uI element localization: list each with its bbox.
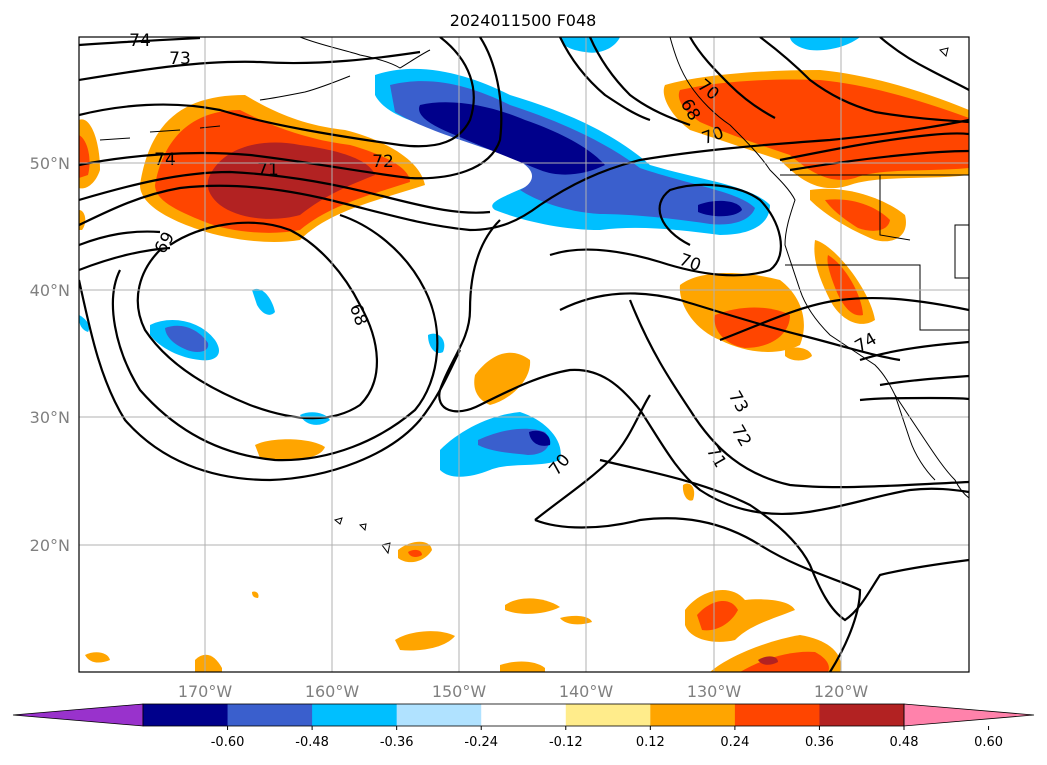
colorbar-cell — [481, 704, 567, 726]
shaded-field — [79, 37, 969, 672]
colorbar-cell — [312, 704, 398, 726]
contour-label: 73 — [169, 49, 191, 69]
lon-label: 170°W — [178, 682, 233, 701]
colorbar-tick-label: -0.12 — [549, 735, 583, 750]
lon-label: 120°W — [814, 682, 869, 701]
colorbar-tick-label: -0.48 — [295, 735, 329, 750]
colorbar-tick-label: 0.36 — [805, 735, 834, 750]
colorbar-cell — [819, 704, 905, 726]
colorbar-extend-high — [903, 703, 1035, 727]
lon-label: 160°W — [305, 682, 360, 701]
lon-label: 140°W — [559, 682, 614, 701]
map-title: 2024011500 F048 — [450, 11, 597, 30]
colorbar-cell — [734, 704, 820, 726]
contour-label: 71 — [257, 160, 279, 180]
colorbar-tick-label: 0.48 — [890, 735, 919, 750]
colorbar-tick-label: -0.24 — [464, 735, 498, 750]
colorbar-cells — [12, 703, 1035, 727]
lat-label: 40°N — [30, 281, 70, 300]
lon-label: 130°W — [687, 682, 742, 701]
colorbar-frame — [142, 703, 905, 727]
lat-label: 50°N — [30, 154, 70, 173]
colorbar-tick-label: -0.36 — [380, 735, 414, 750]
map-frame — [78, 36, 970, 673]
latitude-labels: 50°N 40°N 30°N 20°N — [30, 154, 70, 555]
contour-label: 74 — [154, 150, 176, 170]
colorbar: -0.60 -0.48 -0.36 -0.24 -0.12 0.12 0.24 0.36 0.4… — [12, 703, 1035, 750]
colorbar-tick-label: -0.60 — [211, 735, 245, 750]
lat-label: 20°N — [30, 536, 70, 555]
colorbar-cell — [227, 704, 313, 726]
colorbar-tick-label: 0.12 — [636, 735, 665, 750]
colorbar-ticks: -0.60 -0.48 -0.36 -0.24 -0.12 0.12 0.24 0.36 0.4… — [211, 726, 1003, 750]
colorbar-cell — [565, 704, 651, 726]
colorbar-extend-low — [12, 703, 144, 727]
graticule — [79, 37, 969, 672]
colorbar-cell — [143, 704, 229, 726]
colorbar-tick-label: 0.24 — [720, 735, 749, 750]
lat-label: 30°N — [30, 408, 70, 427]
longitude-labels: 170°W 160°W 150°W 140°W 130°W 120°W — [178, 682, 869, 701]
colorbar-cell — [396, 704, 482, 726]
contour-label: 72 — [372, 152, 394, 172]
colorbar-tick-label: 0.60 — [974, 735, 1003, 750]
colorbar-cell — [650, 704, 736, 726]
lon-label: 150°W — [432, 682, 487, 701]
contour-label: 74 — [129, 31, 151, 51]
